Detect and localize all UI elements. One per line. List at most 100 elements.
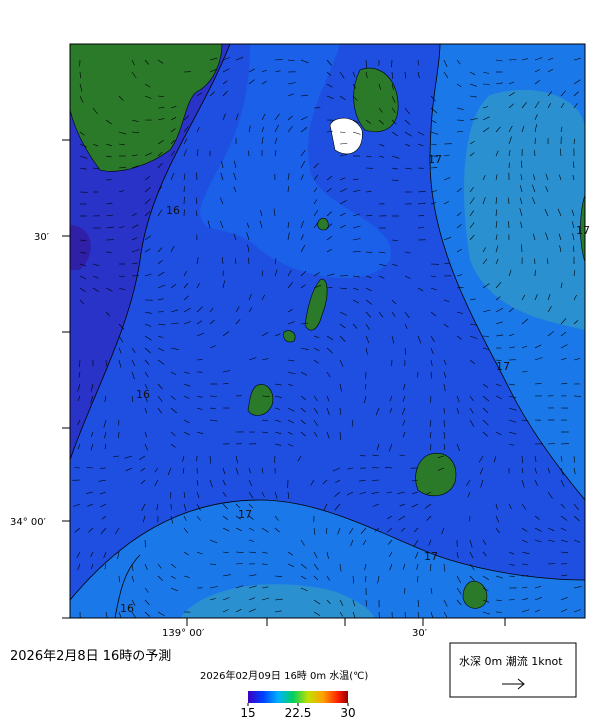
current-arrow xyxy=(573,91,579,97)
current-arrow xyxy=(144,198,151,205)
current-arrow xyxy=(365,311,372,318)
current-arrow xyxy=(560,357,567,361)
current-arrow xyxy=(98,479,107,482)
current-arrow xyxy=(79,251,87,254)
current-arrow xyxy=(430,143,437,146)
current-arrow xyxy=(100,503,107,508)
current-arrow xyxy=(222,383,229,385)
current-arrow xyxy=(144,443,148,451)
current-arrow xyxy=(235,319,241,325)
current-arrow xyxy=(300,116,308,121)
current-arrow xyxy=(248,68,256,73)
current-arrow xyxy=(443,299,450,302)
current-arrow xyxy=(339,95,346,101)
current-arrow xyxy=(77,419,81,426)
current-arrow xyxy=(443,611,448,618)
current-arrow xyxy=(495,126,501,133)
current-arrow xyxy=(170,128,176,133)
current-arrow xyxy=(105,155,112,158)
current-arrow xyxy=(274,443,282,446)
current-arrow xyxy=(402,563,406,570)
current-arrow xyxy=(456,443,460,452)
current-arrow xyxy=(131,563,134,572)
current-arrow xyxy=(519,197,523,205)
current-arrow xyxy=(443,201,449,205)
current-arrow xyxy=(170,150,175,157)
current-arrow xyxy=(389,395,393,402)
current-arrow xyxy=(534,467,537,474)
current-arrow xyxy=(339,311,348,316)
current-arrow xyxy=(140,467,146,472)
current-arrow xyxy=(573,270,576,277)
current-arrow xyxy=(534,293,538,301)
current-arrow xyxy=(313,187,318,193)
current-arrow xyxy=(125,467,133,472)
current-arrow xyxy=(183,321,191,325)
current-arrow xyxy=(495,245,499,253)
current-arrow xyxy=(469,210,474,217)
current-arrow xyxy=(79,83,83,92)
current-arrow xyxy=(90,383,94,392)
current-arrow xyxy=(560,527,567,531)
current-arrow xyxy=(508,551,515,555)
current-arrow xyxy=(235,306,240,313)
current-arrow xyxy=(170,139,175,145)
current-arrow xyxy=(235,467,239,475)
current-arrow xyxy=(209,586,218,589)
current-arrow xyxy=(144,371,149,378)
current-arrow xyxy=(534,515,540,520)
current-arrow xyxy=(274,124,279,133)
current-arrow xyxy=(313,527,316,535)
current-arrow xyxy=(391,239,398,241)
current-arrow xyxy=(274,59,283,61)
current-arrow xyxy=(371,467,380,469)
current-arrow xyxy=(274,515,279,521)
current-arrow xyxy=(430,190,438,193)
current-arrow xyxy=(508,149,511,157)
current-arrow xyxy=(508,333,515,337)
current-arrow xyxy=(508,307,514,313)
current-arrow xyxy=(571,221,575,229)
current-arrow xyxy=(365,59,367,68)
current-arrow xyxy=(79,167,87,170)
current-arrow xyxy=(508,136,512,145)
current-arrow xyxy=(196,551,203,555)
current-arrow xyxy=(521,371,528,373)
current-arrow xyxy=(365,335,370,344)
current-arrow xyxy=(79,239,87,241)
current-arrow xyxy=(196,515,201,521)
current-arrow xyxy=(560,90,566,97)
current-arrow xyxy=(428,539,432,546)
current-arrow xyxy=(131,154,138,157)
current-arrow xyxy=(300,174,304,181)
current-arrow xyxy=(378,311,384,318)
current-arrow xyxy=(416,563,419,570)
current-arrow xyxy=(222,57,231,61)
current-arrow xyxy=(313,611,321,616)
current-arrow xyxy=(183,515,187,521)
current-arrow xyxy=(482,106,489,109)
current-arrow xyxy=(79,359,81,368)
current-arrow xyxy=(209,68,217,73)
current-arrow xyxy=(482,127,490,133)
current-arrow xyxy=(495,334,504,337)
current-arrow xyxy=(183,575,190,578)
current-arrow xyxy=(235,585,244,589)
current-arrow xyxy=(313,162,319,169)
current-arrow xyxy=(441,527,445,535)
current-arrow xyxy=(508,503,512,510)
current-arrow xyxy=(142,515,146,523)
current-arrow xyxy=(456,131,463,133)
current-arrow xyxy=(558,233,562,241)
current-arrow xyxy=(248,491,254,499)
current-arrow xyxy=(443,359,447,366)
current-arrow xyxy=(532,233,536,241)
contour-label: 16 xyxy=(120,602,134,615)
legend-box xyxy=(449,642,577,698)
current-arrow xyxy=(209,319,215,325)
current-arrow xyxy=(398,515,406,521)
current-arrow xyxy=(573,138,575,145)
current-arrow xyxy=(547,258,549,265)
lon-label: 30′ xyxy=(412,628,428,639)
current-arrow xyxy=(469,187,474,193)
